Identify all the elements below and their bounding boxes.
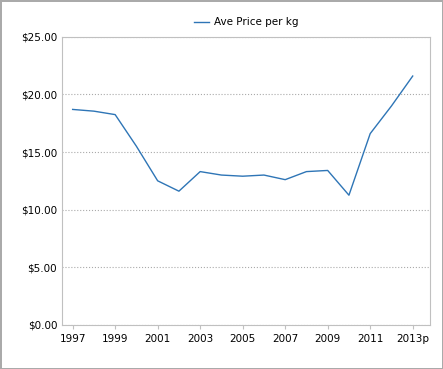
Ave Price per kg: [240, 174, 245, 179]
Ave Price per kg: [113, 113, 118, 117]
Ave Price per kg: [325, 168, 330, 173]
Ave Price per kg: [304, 169, 309, 174]
Legend: Ave Price per kg: Ave Price per kg: [190, 13, 302, 32]
Ave Price per kg: [410, 74, 416, 78]
Ave Price per kg: [155, 179, 160, 183]
Ave Price per kg: [91, 109, 97, 113]
Ave Price per kg: [261, 173, 267, 177]
Line: Ave Price per kg: Ave Price per kg: [73, 76, 413, 195]
Ave Price per kg: [283, 177, 288, 182]
Ave Price per kg: [219, 173, 224, 177]
Ave Price per kg: [134, 144, 139, 148]
Ave Price per kg: [176, 189, 182, 193]
Ave Price per kg: [346, 193, 352, 197]
Ave Price per kg: [368, 131, 373, 136]
Ave Price per kg: [70, 107, 75, 112]
Ave Price per kg: [389, 104, 394, 108]
Ave Price per kg: [198, 169, 203, 174]
